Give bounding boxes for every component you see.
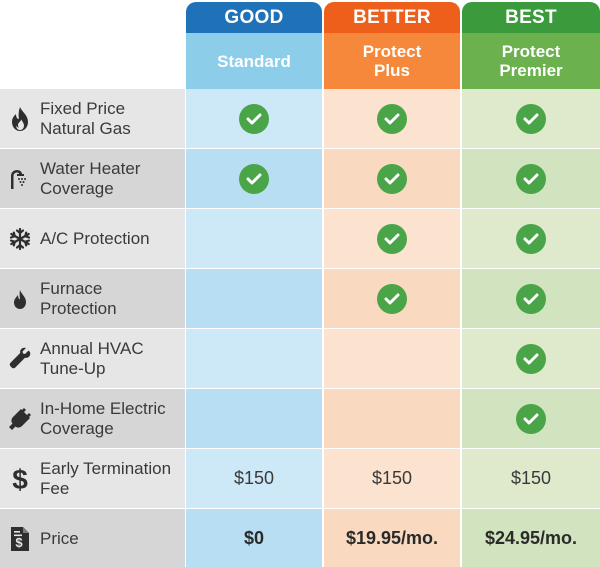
value-cell-best (462, 269, 600, 328)
value-cell-best: $150 (462, 449, 600, 508)
table-row: In-Home Electric Coverage (0, 389, 600, 448)
tier-name-protect-plus-text: Protect Plus (362, 42, 422, 80)
value-cell-good: $0 (186, 509, 322, 567)
wrench-icon (8, 346, 32, 372)
table-row: Furnace Protection (0, 269, 600, 328)
row-label: Early Termination Fee (40, 458, 172, 498)
snowflake-icon (8, 226, 32, 252)
value-cell-good (186, 269, 322, 328)
check-icon (377, 103, 407, 134)
value-cell-best (462, 209, 600, 268)
value-cell-better (324, 329, 460, 388)
check-icon (516, 343, 546, 374)
check-icon (239, 163, 269, 194)
table-row: $ Early Termination Fee $150 $150 $150 (0, 449, 600, 508)
value-cell-better (324, 209, 460, 268)
table-row: A/C Protection (0, 209, 600, 268)
table-row: $ Price $0 $19.95/mo. $24.95/mo. (0, 509, 600, 567)
row-label-cell: In-Home Electric Coverage (0, 389, 185, 448)
svg-text:$: $ (15, 535, 23, 550)
row-label: Annual HVAC Tune-Up (40, 338, 144, 378)
tier-tab-best: BEST (462, 2, 600, 33)
check-icon (377, 223, 407, 254)
value-cell-better (324, 389, 460, 448)
row-label-cell: Annual HVAC Tune-Up (0, 329, 185, 388)
value-cell-best: $24.95/mo. (462, 509, 600, 567)
tier-tab-better: BETTER (324, 2, 460, 33)
tier-name-protect-premier: Protect Premier (462, 33, 600, 89)
tier-name-standard: Standard (186, 33, 322, 89)
row-label: Price (40, 528, 79, 548)
check-icon (516, 163, 546, 194)
svg-text:$: $ (12, 465, 28, 493)
shower-icon (8, 166, 32, 192)
fee-value: $150 (510, 468, 552, 488)
row-label: Fixed Price Natural Gas (40, 98, 131, 138)
row-label-cell: $ Price (0, 509, 185, 567)
plug-icon (8, 406, 32, 432)
price-value: $24.95/mo. (484, 528, 578, 548)
check-icon (516, 223, 546, 254)
tier-tab-good: GOOD (186, 2, 322, 33)
check-icon (516, 283, 546, 314)
check-icon (516, 403, 546, 434)
tier-name-protect-plus: Protect Plus (324, 33, 460, 89)
table-row: Water Heater Coverage (0, 149, 600, 208)
value-cell-better (324, 149, 460, 208)
price-value: $19.95/mo. (345, 528, 439, 548)
tier-name-protect-premier-text: Protect Premier (499, 42, 563, 80)
flame-icon (8, 106, 32, 132)
row-label: A/C Protection (40, 228, 150, 248)
row-label-cell: Water Heater Coverage (0, 149, 185, 208)
row-label: Water Heater Coverage (40, 158, 141, 198)
check-icon (377, 283, 407, 314)
value-cell-best (462, 89, 600, 148)
row-label-cell: Furnace Protection (0, 269, 185, 328)
small-flame-icon (8, 286, 32, 312)
value-cell-good (186, 149, 322, 208)
check-icon (377, 163, 407, 194)
value-cell-good (186, 209, 322, 268)
fee-value: $150 (371, 468, 413, 488)
row-label-cell: Fixed Price Natural Gas (0, 89, 185, 148)
row-label-cell: $ Early Termination Fee (0, 449, 185, 508)
row-label: Furnace Protection (40, 278, 117, 318)
value-cell-better (324, 89, 460, 148)
value-cell-best (462, 329, 600, 388)
row-label: In-Home Electric Coverage (40, 398, 166, 438)
row-label-cell: A/C Protection (0, 209, 185, 268)
check-icon (516, 103, 546, 134)
table-row: Fixed Price Natural Gas (0, 89, 600, 148)
value-cell-better: $19.95/mo. (324, 509, 460, 567)
dollar-icon: $ (8, 465, 32, 493)
value-cell-good: $150 (186, 449, 322, 508)
value-cell-best (462, 149, 600, 208)
fee-value: $150 (233, 468, 275, 488)
table-row: Annual HVAC Tune-Up (0, 329, 600, 388)
value-cell-good (186, 329, 322, 388)
bill-icon: $ (8, 526, 32, 552)
value-cell-best (462, 389, 600, 448)
value-cell-better: $150 (324, 449, 460, 508)
value-cell-good (186, 389, 322, 448)
value-cell-good (186, 89, 322, 148)
check-icon (239, 103, 269, 134)
value-cell-better (324, 269, 460, 328)
price-value: $0 (243, 528, 265, 548)
